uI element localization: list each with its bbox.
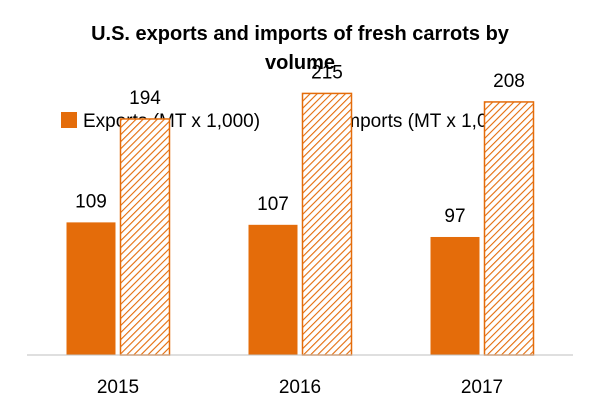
data-label-exports-2017: 97 (444, 206, 465, 227)
data-label-imports-2015: 194 (129, 88, 161, 109)
bars-layer (66, 92, 535, 356)
x-axis-ticks: 2015 2016 2017 (97, 377, 503, 398)
legend-label-exports: Exports (MT x 1,000) (83, 111, 260, 132)
x-tick-label-2015: 2015 (97, 377, 139, 398)
data-label-imports-2017: 208 (493, 71, 525, 92)
bar-imports-2017 (483, 101, 535, 356)
chart-title-line-2: volume (265, 52, 335, 74)
data-labels-layer: 109 194 107 215 97 208 (75, 62, 525, 227)
bar-exports-2017 (430, 236, 480, 355)
data-label-imports-2016: 215 (311, 62, 343, 83)
bar-exports-2016 (248, 224, 298, 355)
bar-imports-2016 (301, 92, 353, 356)
data-label-exports-2015: 109 (75, 191, 107, 212)
data-label-exports-2016: 107 (257, 194, 289, 215)
x-tick-label-2017: 2017 (461, 377, 503, 398)
bar-exports-2015 (66, 222, 116, 355)
x-tick-label-2016: 2016 (279, 377, 321, 398)
legend-swatch-exports (61, 112, 77, 128)
legend-label-imports: Imports (MT x 1,000) (339, 111, 515, 132)
chart-title-line-1: U.S. exports and imports of fresh carrot… (91, 23, 510, 45)
bar-imports-2015 (119, 118, 171, 356)
